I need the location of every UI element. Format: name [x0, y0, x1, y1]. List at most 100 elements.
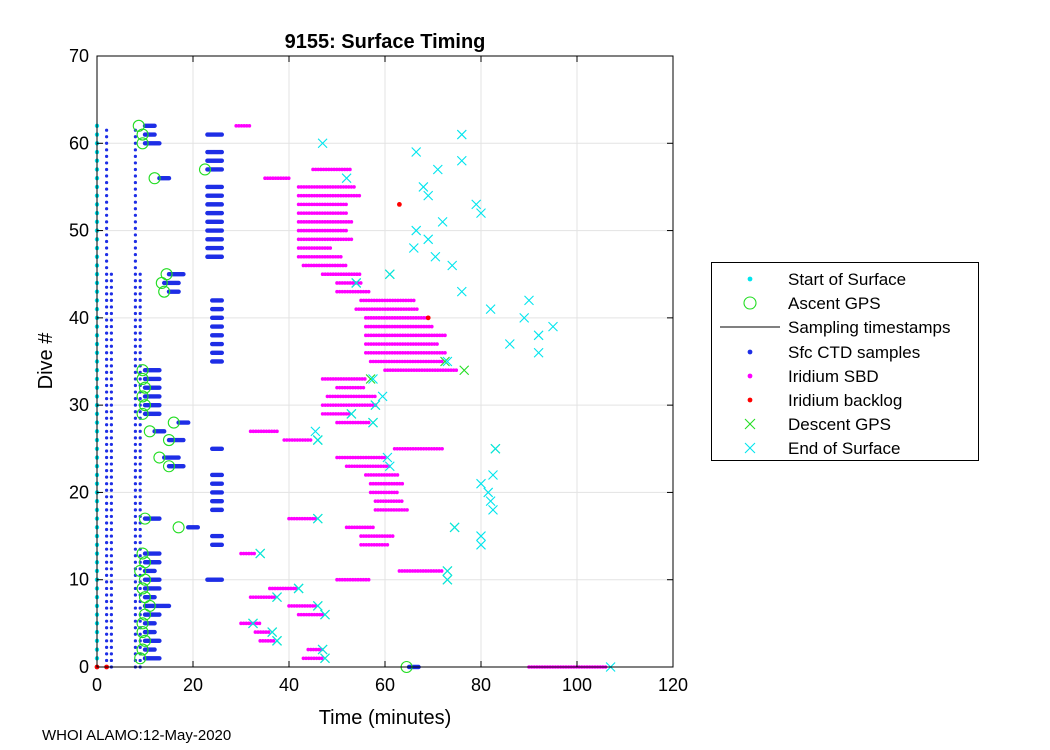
iridium-sbd-point [419, 342, 424, 346]
ctd-sample-point [219, 158, 224, 163]
iridium-sbd-point [331, 228, 335, 233]
sampling-column-point [105, 396, 109, 401]
sampling-column-point [133, 482, 137, 486]
end-of-surface-point [524, 295, 534, 306]
end-of-surface-point [533, 347, 544, 358]
iridium-sbd-point [345, 385, 350, 390]
iridium-sbd-point [393, 298, 398, 303]
iridium-sbd-point [351, 385, 355, 390]
ctd-sample-point [152, 594, 157, 600]
iridium-sbd-point [384, 508, 388, 512]
iridium-sbd-point [364, 316, 368, 320]
iridium-sbd-point [346, 394, 351, 399]
iridium-sbd-point [400, 342, 405, 346]
iridium-sbd-point [371, 333, 376, 338]
iridium-sbd-point [307, 246, 311, 250]
sampling-column-point [105, 239, 109, 244]
sampling-column-point [138, 324, 142, 329]
iridium-sbd-point [397, 569, 402, 573]
iridium-sbd-point [419, 333, 424, 338]
sampling-column-point [105, 501, 109, 505]
iridium-sbd-point [416, 359, 420, 364]
iridium-sbd-point [372, 534, 377, 538]
iridium-sbd-point [309, 656, 314, 661]
sampling-column-point [105, 187, 109, 191]
sampling-column-point [105, 226, 109, 230]
iridium-sbd-point [352, 464, 357, 469]
end-of-surface-point [320, 609, 330, 620]
ctd-sample-point [219, 542, 224, 547]
iridium-sbd-point [388, 298, 392, 303]
iridium-sbd-point [307, 612, 311, 617]
sampling-column-point [105, 344, 109, 348]
iridium-sbd-point [416, 342, 421, 346]
iridium-sbd-point [356, 577, 360, 582]
iridium-sbd-point [267, 595, 271, 599]
sampling-column-point [109, 390, 113, 394]
iridium-sbd-point [366, 333, 371, 338]
sampling-column-point [109, 514, 113, 519]
iridium-sbd-point [312, 185, 317, 189]
iridium-sbd-point [317, 246, 322, 250]
iridium-sbd-point [363, 403, 367, 407]
iridium-sbd-point [296, 193, 301, 198]
sampling-column-point [105, 442, 109, 447]
y-tick-label: 10 [69, 570, 89, 590]
iridium-sbd-point [411, 316, 416, 320]
sampling-column-point [109, 272, 113, 276]
ctd-sample-point [166, 603, 172, 609]
sampling-column-point [105, 259, 109, 263]
ctd-sample-point [157, 516, 162, 521]
iridium-sbd-point [331, 272, 335, 277]
sampling-column-point [109, 475, 113, 479]
y-tick-label: 0 [79, 657, 89, 677]
iridium-sbd-point [406, 368, 411, 373]
iridium-sbd-point [306, 263, 311, 268]
iridium-sbd-point [317, 656, 322, 661]
sampling-column-point [109, 508, 113, 512]
iridium-sbd-point [416, 324, 421, 329]
iridium-sbd-point [366, 342, 371, 346]
iridium-sbd-point [296, 185, 301, 189]
iridium-sbd-point [342, 167, 347, 172]
iridium-sbd-point [394, 508, 399, 512]
iridium-sbd-point [400, 569, 404, 573]
iridium-sbd-point [304, 202, 309, 207]
iridium-sbd-point [344, 220, 348, 224]
iridium-sbd-point [374, 350, 379, 355]
iridium-sbd-point [234, 124, 238, 128]
iridium-sbd-point [406, 342, 410, 346]
iridium-sbd-point [375, 298, 379, 303]
sampling-column-point [109, 298, 113, 302]
iridium-sbd-point [317, 263, 322, 268]
sampling-column-point [133, 645, 137, 649]
iridium-sbd-point [341, 237, 346, 242]
sampling-column-point [133, 272, 137, 276]
sampling-column-point [133, 475, 137, 479]
sampling-column-point [109, 305, 113, 309]
iridium-sbd-point [296, 202, 301, 207]
y-tick-label: 30 [69, 395, 89, 415]
iridium-sbd-point [361, 420, 366, 425]
iridium-sbd-point [364, 534, 369, 538]
legend-marker-icon [747, 276, 753, 282]
sampling-column-point [105, 298, 109, 302]
iridium-sbd-point [361, 289, 366, 294]
sampling-column-point [133, 495, 137, 499]
sampling-column-point [105, 482, 109, 486]
iridium-sbd-point [416, 333, 421, 338]
x-tick-label: 0 [92, 675, 102, 695]
sampling-column-point [109, 311, 113, 316]
iridium-sbd-point [359, 543, 363, 547]
iridium-sbd-point [371, 359, 376, 364]
iridium-sbd-point [289, 604, 294, 608]
iridium-sbd-point [273, 176, 278, 180]
iridium-sbd-point [370, 403, 375, 407]
iridium-sbd-point [337, 385, 342, 390]
end-of-surface-point [368, 374, 378, 384]
iridium-sbd-point [340, 281, 345, 285]
iridium-sbd-point [404, 298, 408, 303]
sampling-column-point [133, 239, 137, 244]
sampling-column-point [105, 527, 109, 532]
iridium-sbd-point [403, 359, 407, 364]
